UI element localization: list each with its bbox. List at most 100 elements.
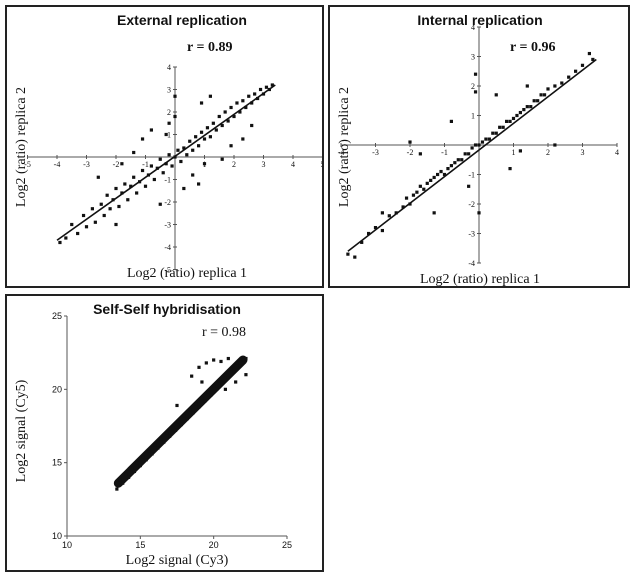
x-tick-label: 5 <box>321 160 323 169</box>
y-tick-label: -2 <box>164 198 171 207</box>
data-point <box>84 225 89 229</box>
data-point <box>165 431 169 435</box>
data-point <box>449 164 453 168</box>
data-point <box>123 182 127 186</box>
data-point <box>64 236 68 240</box>
data-point <box>191 173 195 177</box>
y-tick-label: 10 <box>52 531 62 541</box>
correlation-label: r = 0.98 <box>202 325 246 340</box>
x-tick-label: 1 <box>512 148 516 157</box>
data-point <box>191 411 195 415</box>
data-point <box>153 443 157 447</box>
data-point <box>215 387 219 391</box>
data-point <box>401 205 405 209</box>
chart-title: Internal replication <box>417 12 542 28</box>
data-point <box>353 255 357 259</box>
data-point <box>182 414 186 418</box>
y-tick-label: -2 <box>468 200 475 209</box>
data-point <box>244 373 248 377</box>
chart-title: External replication <box>117 12 247 28</box>
data-point <box>127 475 131 479</box>
data-point <box>473 90 478 94</box>
data-point <box>241 358 245 362</box>
data-point <box>250 123 254 128</box>
data-point <box>525 105 529 109</box>
data-point <box>152 177 156 182</box>
data-point <box>132 469 137 474</box>
data-point <box>164 162 168 166</box>
data-point <box>394 211 398 215</box>
y-tick-label: 3 <box>167 86 171 95</box>
x-tick-label: -4 <box>338 148 345 157</box>
data-point <box>270 83 274 87</box>
y-tick-label: 2 <box>167 108 171 117</box>
data-point <box>132 150 136 155</box>
x-axis-label: Log2 signal (Cy3) <box>126 553 229 568</box>
x-tick-label: -3 <box>83 160 90 169</box>
data-point <box>470 146 474 150</box>
data-point <box>118 478 122 482</box>
y-tick-label: 4 <box>167 63 171 72</box>
data-point <box>422 187 426 191</box>
data-point <box>117 204 121 209</box>
data-point <box>188 408 192 412</box>
data-point <box>105 193 109 197</box>
data-point <box>76 231 80 236</box>
data-point <box>477 143 481 147</box>
y-tick-label: 3 <box>471 53 475 62</box>
data-point <box>202 162 207 166</box>
data-point <box>120 191 124 195</box>
data-point <box>114 222 118 227</box>
data-point <box>346 252 350 256</box>
x-tick-label: -1 <box>441 148 448 157</box>
data-point <box>164 132 168 137</box>
data-point <box>135 461 139 465</box>
data-point <box>179 159 183 164</box>
data-point <box>206 390 210 394</box>
y-tick-label: -4 <box>164 243 171 252</box>
data-point <box>108 207 112 211</box>
x-tick-label: -5 <box>24 160 31 169</box>
data-point <box>188 139 192 143</box>
data-point <box>185 153 189 157</box>
data-point <box>408 140 412 144</box>
data-point <box>96 175 100 179</box>
data-point <box>226 356 230 361</box>
data-point <box>241 137 245 141</box>
data-point <box>212 384 216 388</box>
data-point <box>425 181 429 185</box>
data-point <box>380 211 384 215</box>
data-point <box>208 135 212 139</box>
y-tick-label: 4 <box>471 23 475 32</box>
data-point <box>202 137 207 141</box>
x-tick-label: 2 <box>546 148 550 157</box>
scatter-plot-self-self: 10 15 20 25 10 15 20 25 Self-Self hybridisation r… <box>14 301 292 568</box>
data-point <box>473 143 478 147</box>
data-point <box>238 364 242 368</box>
data-point <box>229 105 233 110</box>
data-point <box>170 164 174 168</box>
point-cloud-band <box>113 355 248 488</box>
data-point <box>149 128 153 132</box>
data-point <box>93 220 97 224</box>
data-point <box>150 452 154 456</box>
data-point <box>214 128 218 132</box>
data-point <box>449 119 453 123</box>
chart-panel-internal: -4 -3 -2 -1 1 2 3 4 -4 -3 -2 -1 1 2 3 4 Internal replica… <box>328 5 630 288</box>
data-point <box>247 94 251 98</box>
x-tick-label: -2 <box>407 148 414 157</box>
y-tick-label: -3 <box>164 221 171 230</box>
data-point <box>171 425 175 430</box>
data-point <box>179 422 183 427</box>
data-point <box>491 131 495 135</box>
data-point <box>415 190 419 194</box>
x-tick-label: 25 <box>282 540 292 550</box>
x-tick-label: 20 <box>209 540 219 550</box>
data-point <box>235 101 239 105</box>
data-point <box>126 198 130 202</box>
data-point <box>439 169 443 174</box>
data-point <box>574 69 578 73</box>
data-point <box>124 472 128 476</box>
data-point <box>232 370 236 374</box>
